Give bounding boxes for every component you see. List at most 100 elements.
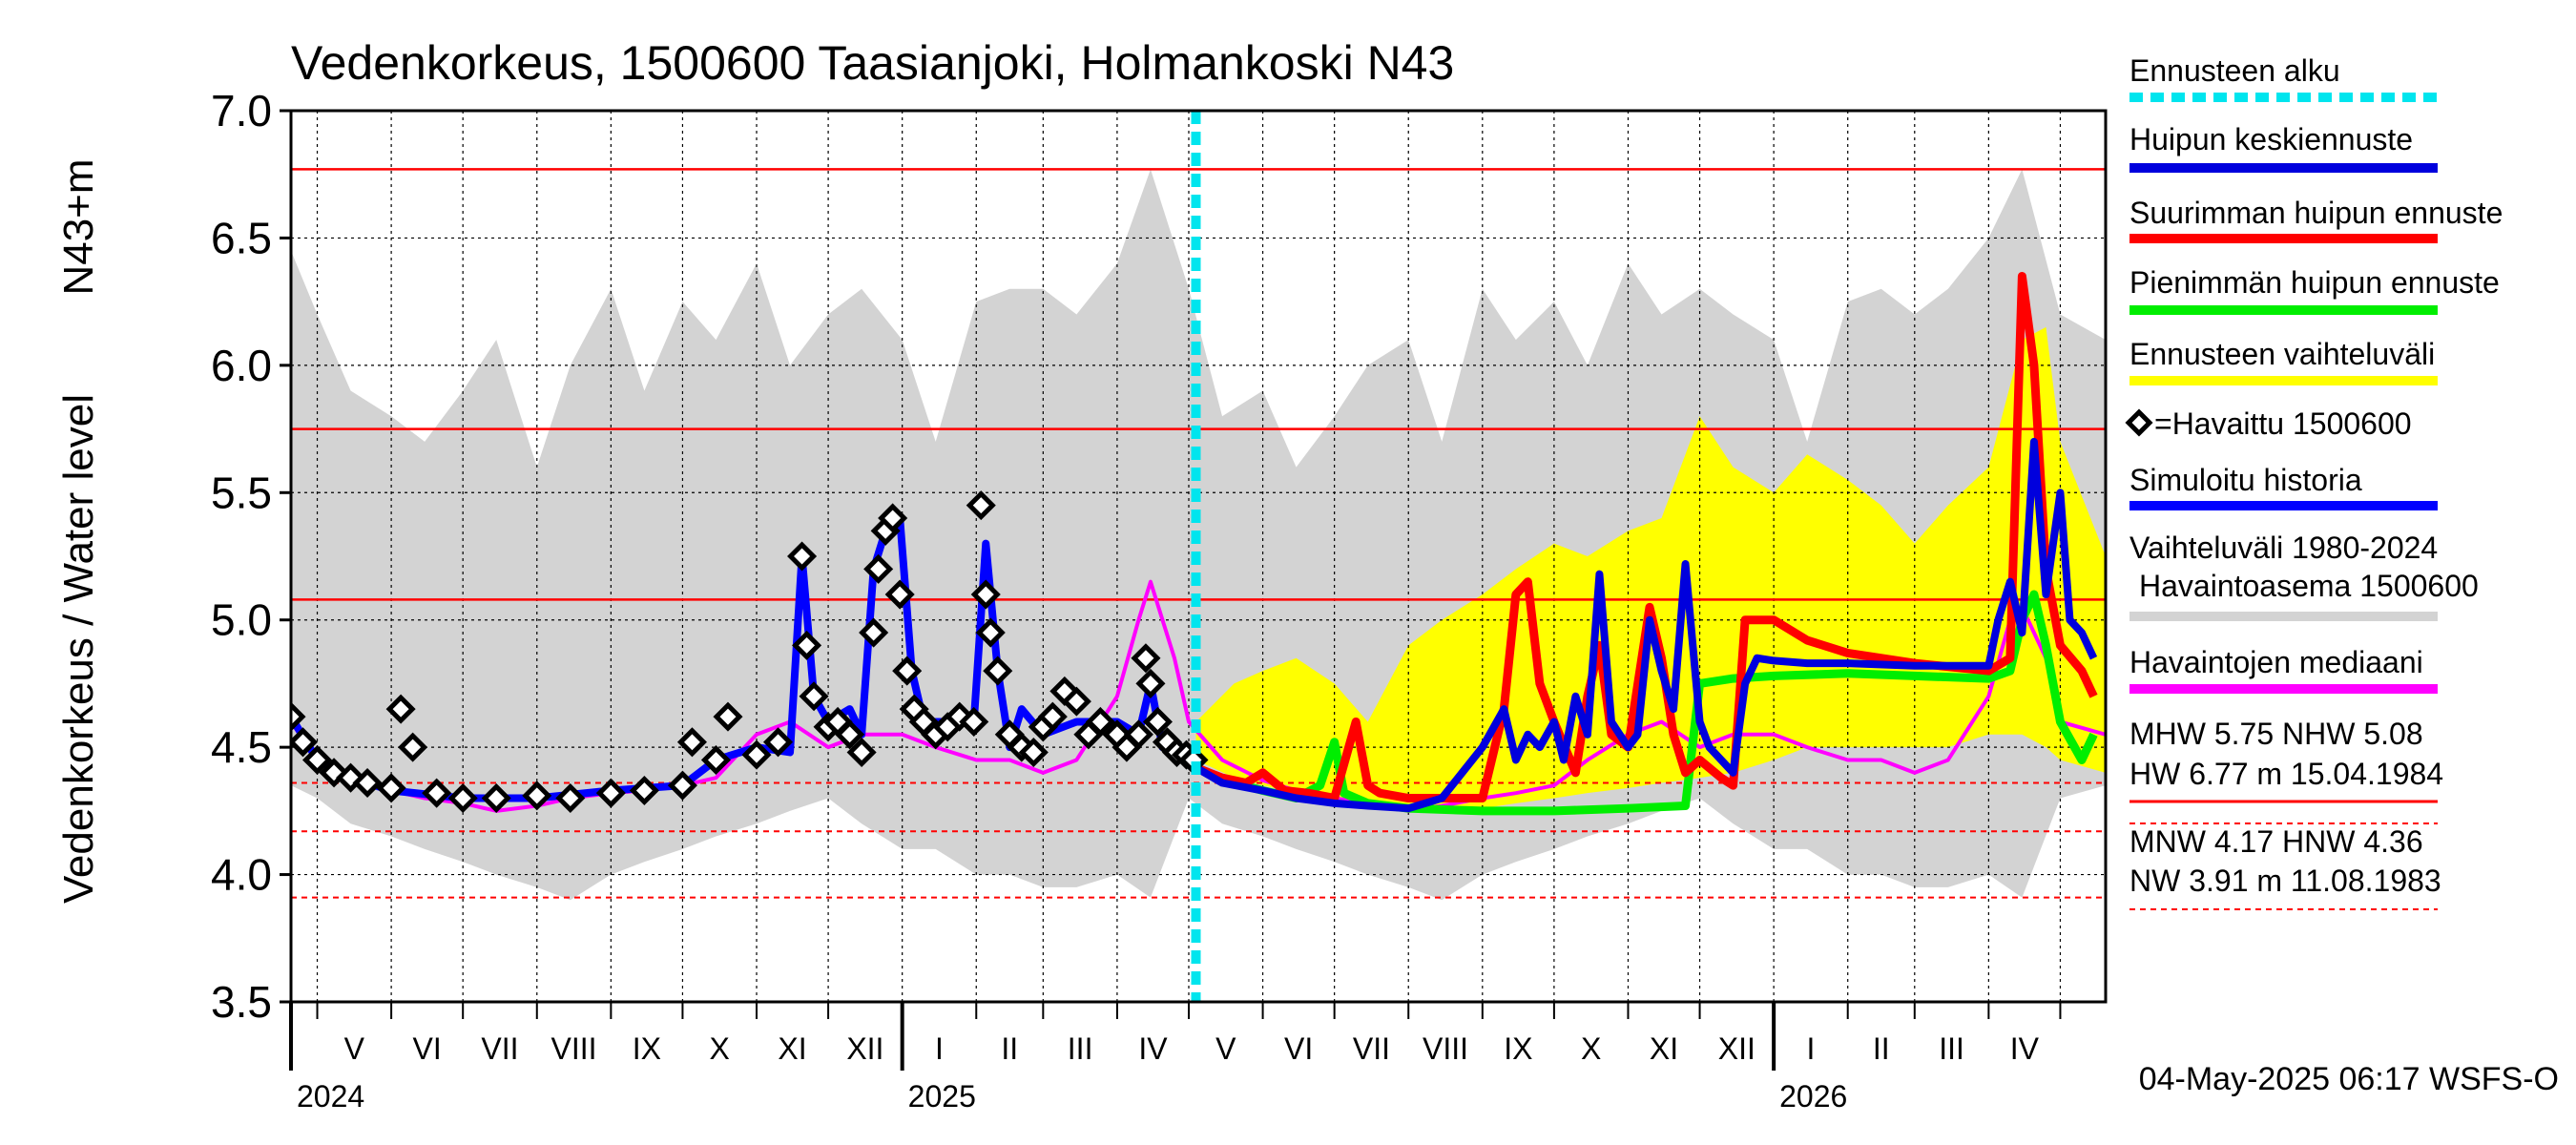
- observed-point: [422, 778, 452, 808]
- observed-point: [892, 656, 923, 686]
- observed-point: [481, 782, 511, 814]
- stats-label: MHW 5.75 NHW 5.08: [2129, 717, 2423, 751]
- observed-point: [398, 732, 428, 762]
- observed-point: [447, 782, 478, 814]
- observed-point: [522, 781, 552, 811]
- y-tick-label: 6.0: [211, 341, 272, 390]
- observed-point: [301, 744, 333, 776]
- x-month-label: III: [1068, 1031, 1093, 1066]
- x-month-label: XI: [1650, 1031, 1678, 1066]
- observed-point: [878, 503, 908, 533]
- observed-point: [376, 773, 406, 803]
- observed-point: [983, 656, 1013, 686]
- x-month-label: VII: [481, 1031, 518, 1066]
- x-month-label: X: [1581, 1031, 1601, 1066]
- observed-point: [966, 490, 996, 521]
- observed-point: [741, 739, 772, 770]
- legend-label: Pienimmän huipun ennuste: [2129, 265, 2500, 300]
- x-month-label: VI: [413, 1031, 442, 1066]
- y-axis-label: Vedenkorkeus / Water level: [55, 394, 102, 904]
- legend-label: Havaintojen mediaani: [2129, 645, 2423, 679]
- observed-point: [385, 694, 416, 724]
- legend-label: Vaihteluväli 1980-2024: [2129, 531, 2438, 565]
- x-month-label: V: [344, 1031, 365, 1066]
- x-month-label: XII: [846, 1031, 883, 1066]
- observed-point: [975, 617, 1006, 648]
- legend: Ennusteen alku Huipun keskiennuste Suurimm…: [2125, 53, 2503, 694]
- x-month-label: VIII: [551, 1031, 597, 1066]
- observed-point: [700, 744, 732, 776]
- observed-point: [835, 719, 865, 750]
- plot-area: [291, 111, 2106, 1002]
- observed-point: [863, 553, 894, 584]
- series-suurimman-huipun-ennuste: [1194, 271, 2098, 803]
- x-month-label: III: [1939, 1031, 1964, 1066]
- stats-label: NW 3.91 m 11.08.1983: [2129, 864, 2441, 898]
- legend-label: Ennusteen vaihteluväli: [2129, 337, 2435, 371]
- y-tick-label: 4.5: [211, 722, 272, 772]
- x-month-label: VI: [1284, 1031, 1313, 1066]
- observed-point: [352, 767, 383, 799]
- y-axis-unit-label: N43+m: [55, 158, 102, 295]
- x-month-label: IV: [1138, 1031, 1168, 1066]
- observed-point: [1135, 668, 1166, 698]
- observed-point: [291, 701, 306, 732]
- stats-label: MNW 4.17 HNW 4.36: [2129, 824, 2423, 859]
- legend-label: Huipun keskiennuste: [2129, 122, 2413, 156]
- observed-point: [959, 706, 989, 737]
- x-year-label: 2026: [1779, 1079, 1847, 1114]
- x-month-label: IX: [1504, 1031, 1532, 1066]
- observed-point: [799, 681, 829, 712]
- plot-frame: [289, 109, 2108, 1004]
- observed-point: [629, 775, 659, 806]
- series-huipun-keskiennuste: [1194, 437, 2098, 813]
- observed-point: [763, 727, 794, 758]
- legend-label: Simuloitu historia: [2129, 463, 2362, 497]
- observed-point: [1085, 706, 1115, 737]
- x-month-label: XII: [1718, 1031, 1755, 1066]
- observed-point: [1037, 701, 1068, 732]
- band-ennusteen-vaihteluv-li: [1195, 326, 2106, 811]
- y-tick-label: 5.5: [211, 468, 272, 517]
- x-month-label: X: [710, 1031, 730, 1066]
- chart-title: Vedenkorkeus, 1500600 Taasianjoki, Holma…: [291, 36, 1454, 90]
- x-year-label: 2025: [908, 1079, 976, 1114]
- observed-point: [1061, 686, 1091, 717]
- legend-marker-observed: [2125, 408, 2153, 437]
- x-month-label: V: [1215, 1031, 1236, 1066]
- observed-point: [291, 727, 319, 758]
- x-month-label: II: [1001, 1031, 1018, 1066]
- observed-point: [713, 701, 743, 732]
- y-tick-label: 5.0: [211, 595, 272, 645]
- observed-point: [555, 782, 586, 814]
- observed-point: [676, 727, 707, 758]
- observed-point: [595, 778, 626, 808]
- y-tick-label: 4.0: [211, 850, 272, 900]
- x-month-label: VII: [1353, 1031, 1390, 1066]
- y-tick-label: 7.0: [211, 86, 272, 135]
- observed-point: [1018, 737, 1049, 768]
- legend-label: Suurimman huipun ennuste: [2129, 196, 2503, 230]
- statistics-panel: MHW 5.75 NHW 5.08 HW 6.77 m 15.04.1984 MNW…: [2129, 717, 2443, 910]
- observed-point: [1142, 706, 1173, 737]
- x-year-label: 2024: [297, 1079, 364, 1114]
- observed-point: [792, 630, 822, 660]
- x-month-label: XI: [778, 1031, 806, 1066]
- observed-point: [1131, 643, 1161, 674]
- x-month-label: VIII: [1423, 1031, 1468, 1066]
- legend-label: Ennusteen alku: [2129, 53, 2340, 88]
- x-month-label: II: [1873, 1031, 1890, 1066]
- observed-point: [787, 541, 818, 572]
- x-month-label: I: [1806, 1031, 1815, 1066]
- observed-point: [667, 770, 697, 801]
- observed-point: [970, 579, 1001, 610]
- x-month-label: I: [935, 1031, 944, 1066]
- y-tick-label: 6.5: [211, 213, 272, 262]
- observed-point: [884, 579, 915, 610]
- observed-point: [859, 617, 889, 648]
- axes: 3.54.04.55.05.56.06.57.0V VI VII VIII IX X XI X…: [211, 86, 2108, 1114]
- series-pienimm-n-huipun-ennuste: [1194, 590, 2098, 816]
- x-month-label: IX: [633, 1031, 661, 1066]
- stats-label: HW 6.77 m 15.04.1984: [2129, 757, 2443, 791]
